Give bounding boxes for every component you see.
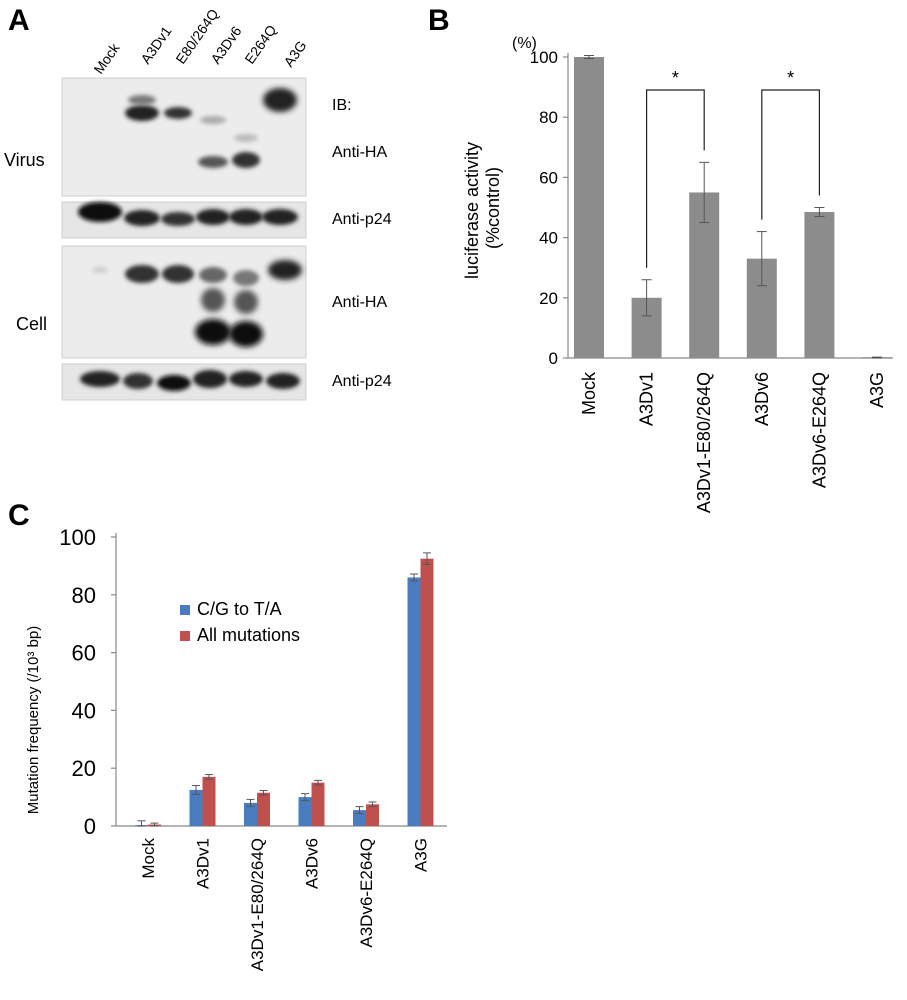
lane-label-mock: Mock bbox=[90, 39, 123, 76]
panel-b-x-tick-label-a3g: A3G bbox=[867, 372, 887, 408]
panel-b: B (%) luciferase activity (%control) 0 20… bbox=[428, 4, 893, 513]
panel-c-bar-c-g-to-t-a-a3dv1-e80-264q bbox=[244, 802, 257, 826]
panel-c-x-tick-label-a3g: A3G bbox=[412, 838, 431, 872]
panel-c-y-tick-label: 60 bbox=[72, 641, 96, 666]
panel-b-y-tick-label: 40 bbox=[539, 229, 558, 248]
panel-c-y-tick-label: 40 bbox=[72, 698, 96, 723]
panel-c-bar-c-g-to-t-a-a3dv1 bbox=[189, 789, 203, 826]
panel-c-x-tick-label-a3dv6: A3Dv6 bbox=[303, 838, 322, 889]
panel-c-y-axis-label: Mutation frequency (/10³ bp) bbox=[25, 626, 42, 814]
panel-c-y-tick-label: 0 bbox=[84, 814, 96, 839]
antibody-label-virus-p24: Anti-p24 bbox=[332, 211, 392, 228]
panel-c-x-tick-label-mock: Mock bbox=[139, 838, 158, 879]
panel-c-legend-label-c-g-to-t-a: C/G to T/A bbox=[197, 599, 282, 619]
panel-b-x-tick-label-a3dv6: A3Dv6 bbox=[752, 372, 772, 426]
panel-b-y-tick-label: 100 bbox=[530, 48, 558, 67]
panel-b-y-tick-label: 20 bbox=[539, 289, 558, 308]
panel-c-bar-c-g-to-t-a-a3dv6-e264q bbox=[353, 810, 366, 826]
panel-b-bar-mock bbox=[574, 57, 604, 358]
antibody-label-virus-ha: Anti-HA bbox=[332, 144, 387, 161]
panel-c-plot: 0 20 40 60 80 100 Mock A3Dv1 A3Dv1-E80/264Q A3Dv6… bbox=[59, 525, 447, 971]
lane-label-a3g: A3G bbox=[280, 38, 309, 70]
panel-b-y-tick-label: 0 bbox=[549, 349, 558, 368]
panel-c-x-tick-label-a3dv1: A3Dv1 bbox=[194, 838, 213, 889]
panel-c: C Mutation frequency (/10³ bp) 0 20 40 60 80… bbox=[8, 499, 447, 971]
panel-b-x-tick-label-a3dv6-e264q: A3Dv6-E264Q bbox=[809, 372, 829, 488]
panel-b-plot: 0 20 40 60 80 100 Mock A3Dv1 A3Dv1-E80/264Q A3Dv6… bbox=[530, 48, 893, 513]
panel-c-legend-swatch-all-mutations bbox=[180, 631, 190, 641]
panel-b-y-axis-label-line1: luciferase activity bbox=[462, 142, 482, 279]
panel-c-legend-swatch-c-g-to-t-a bbox=[180, 605, 190, 615]
section-label-cell: Cell bbox=[16, 314, 47, 334]
panel-c-x-tick-label-a3dv6-e264q: A3Dv6-E264Q bbox=[357, 838, 376, 948]
lane-label-a3dv6: A3Dv6 bbox=[207, 23, 244, 67]
blot-cell-ha bbox=[61, 245, 307, 359]
blot-virus-p24 bbox=[61, 201, 307, 239]
panel-a-letter: A bbox=[8, 4, 30, 37]
panel-c-x-tick-label-a3dv1-e80-264q: A3Dv1-E80/264Q bbox=[248, 838, 267, 971]
panel-b-significance-star: * bbox=[787, 68, 794, 88]
panel-b-y-axis-label-line2: (%control) bbox=[483, 167, 503, 249]
panel-b-x-tick-label-a3dv1-e80-264q: A3Dv1-E80/264Q bbox=[694, 372, 714, 513]
panel-a: A Mock A3Dv1 E80/264Q A3Dv6 E264Q A3G bbox=[4, 4, 392, 401]
panel-c-bar-all-mutations-a3g bbox=[420, 558, 434, 826]
panel-c-y-tick-label: 20 bbox=[72, 756, 96, 781]
panel-b-bar-a3dv6-e264q bbox=[804, 212, 835, 358]
ib-label: IB: bbox=[332, 97, 352, 114]
panel-b-significance-bracket bbox=[645, 89, 705, 268]
panel-b-unit-label: (%) bbox=[512, 35, 537, 52]
lane-labels: Mock A3Dv1 E80/264Q A3Dv6 E264Q A3G bbox=[90, 6, 309, 77]
panel-b-significance-star: * bbox=[672, 68, 679, 88]
panel-c-bar-all-mutations-a3dv1 bbox=[202, 776, 216, 826]
panel-b-x-tick-label-a3dv1: A3Dv1 bbox=[637, 372, 657, 426]
panel-c-letter: C bbox=[8, 499, 30, 532]
antibody-label-cell-p24: Anti-p24 bbox=[332, 373, 392, 390]
panel-c-y-tick-label: 100 bbox=[59, 525, 96, 550]
lane-label-a3dv1: A3Dv1 bbox=[137, 23, 174, 67]
lane-label-e264q: E264Q bbox=[241, 22, 279, 67]
panel-b-significance-bracket bbox=[761, 89, 821, 220]
panel-c-bar-all-mutations-a3dv6 bbox=[311, 782, 325, 826]
panel-c-bar-c-g-to-t-a-a3dv6 bbox=[298, 797, 312, 826]
panel-c-bar-all-mutations-a3dv1-e80-264q bbox=[257, 792, 270, 826]
panel-c-y-tick-label: 80 bbox=[72, 583, 96, 608]
panel-b-letter: B bbox=[428, 4, 450, 37]
panel-b-y-tick-label: 60 bbox=[539, 168, 558, 187]
panel-c-bar-c-g-to-t-a-a3g bbox=[407, 577, 421, 826]
section-label-virus: Virus bbox=[4, 150, 45, 170]
antibody-label-cell-ha: Anti-HA bbox=[332, 294, 387, 311]
panel-c-legend-label-all-mutations: All mutations bbox=[197, 625, 300, 645]
panel-c-bar-all-mutations-a3dv6-e264q bbox=[366, 804, 379, 826]
panel-b-x-tick-label-mock: Mock bbox=[579, 371, 599, 415]
panel-b-y-axis-label: luciferase activity (%control) bbox=[462, 137, 503, 279]
panel-b-y-tick-label: 80 bbox=[539, 108, 558, 127]
blot-cell-p24 bbox=[61, 363, 307, 401]
panel-c-y-axis-label-text: Mutation frequency (/10³ bp) bbox=[25, 626, 42, 814]
blot-virus-ha bbox=[61, 77, 307, 197]
